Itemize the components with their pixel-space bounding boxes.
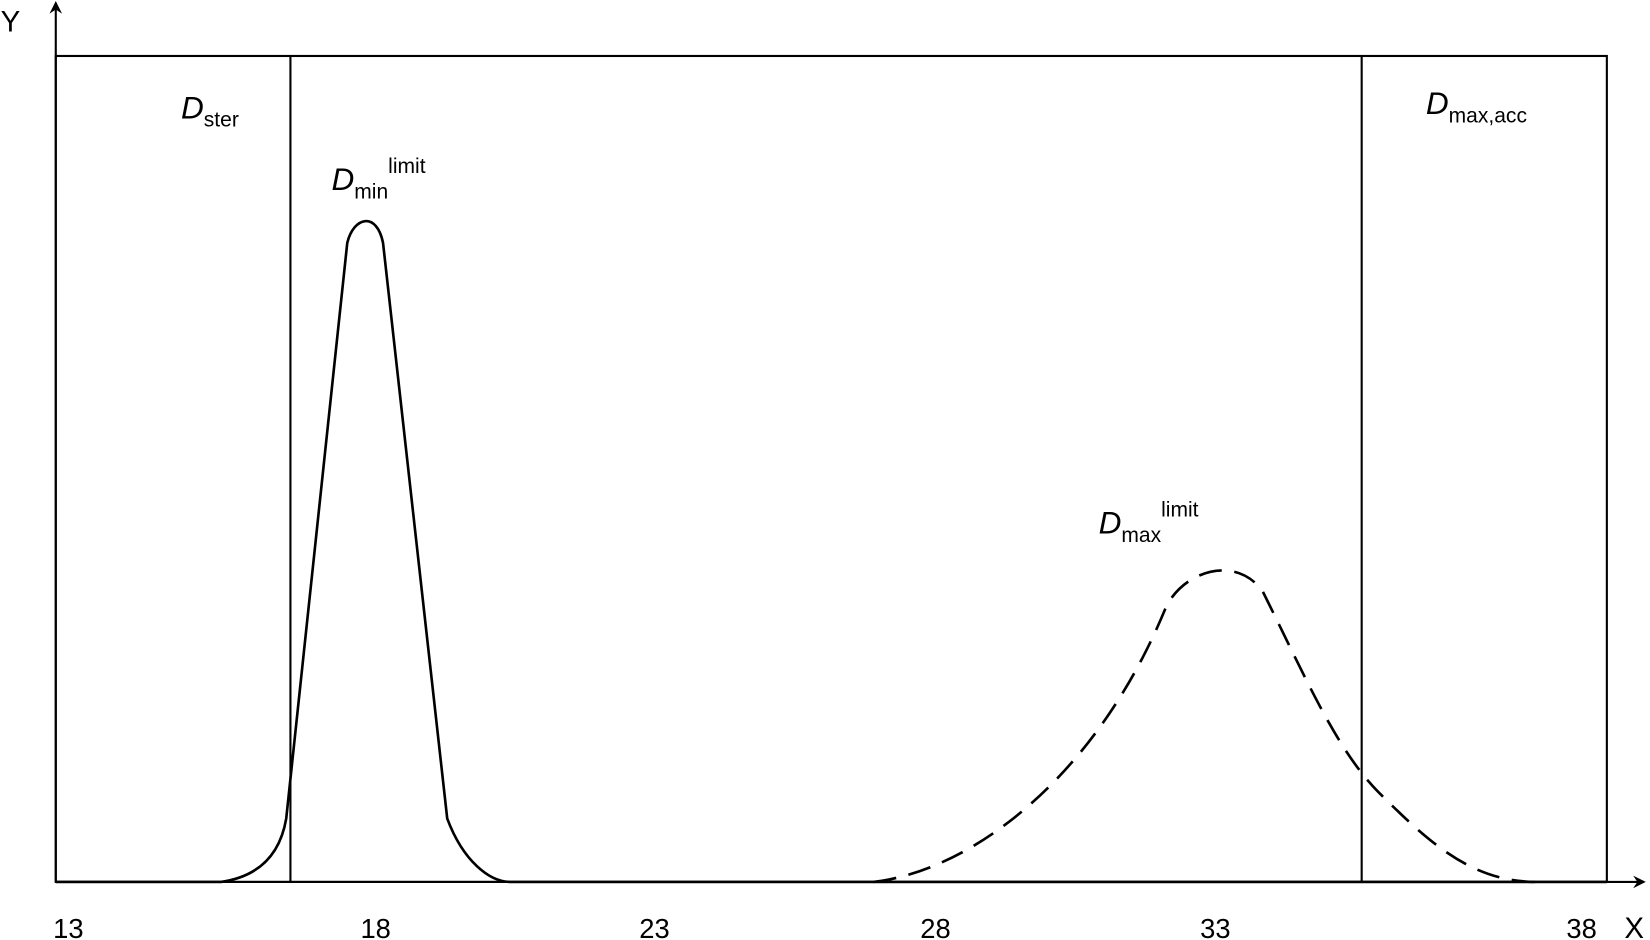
d-min-limit-label: Dminlimit (331, 155, 425, 203)
min-distribution-curve (55, 219, 1607, 884)
x-tick-label: 28 (920, 913, 950, 940)
label-sub: ster (204, 109, 239, 132)
label-sub: max,acc (1449, 104, 1527, 127)
y-axis-label: Y (1, 6, 21, 39)
x-axis-label: X (1624, 912, 1644, 940)
label-main: D (1099, 504, 1122, 540)
d-ster-label: Dster (181, 89, 239, 132)
label-sup: limit (388, 155, 426, 178)
label-sub: max (1121, 524, 1161, 547)
label-main: D (331, 161, 354, 197)
max-distribution-curve (873, 569, 1537, 884)
x-tick-label: 38 (1566, 913, 1596, 940)
x-tick-label: 33 (1200, 913, 1230, 940)
d-max-limit-label: Dmaxlimit (1099, 498, 1199, 546)
label-sup: limit (1161, 498, 1199, 521)
x-tick-label: 23 (639, 913, 669, 940)
x-tick-label: 18 (360, 913, 390, 940)
label-main: D (181, 89, 204, 125)
frame (54, 54, 1608, 883)
label-main: D (1426, 85, 1449, 121)
d-max-acc-label: Dmax,acc (1426, 85, 1527, 128)
x-tick-label: 13 (53, 913, 83, 940)
label-sub: min (354, 181, 388, 204)
